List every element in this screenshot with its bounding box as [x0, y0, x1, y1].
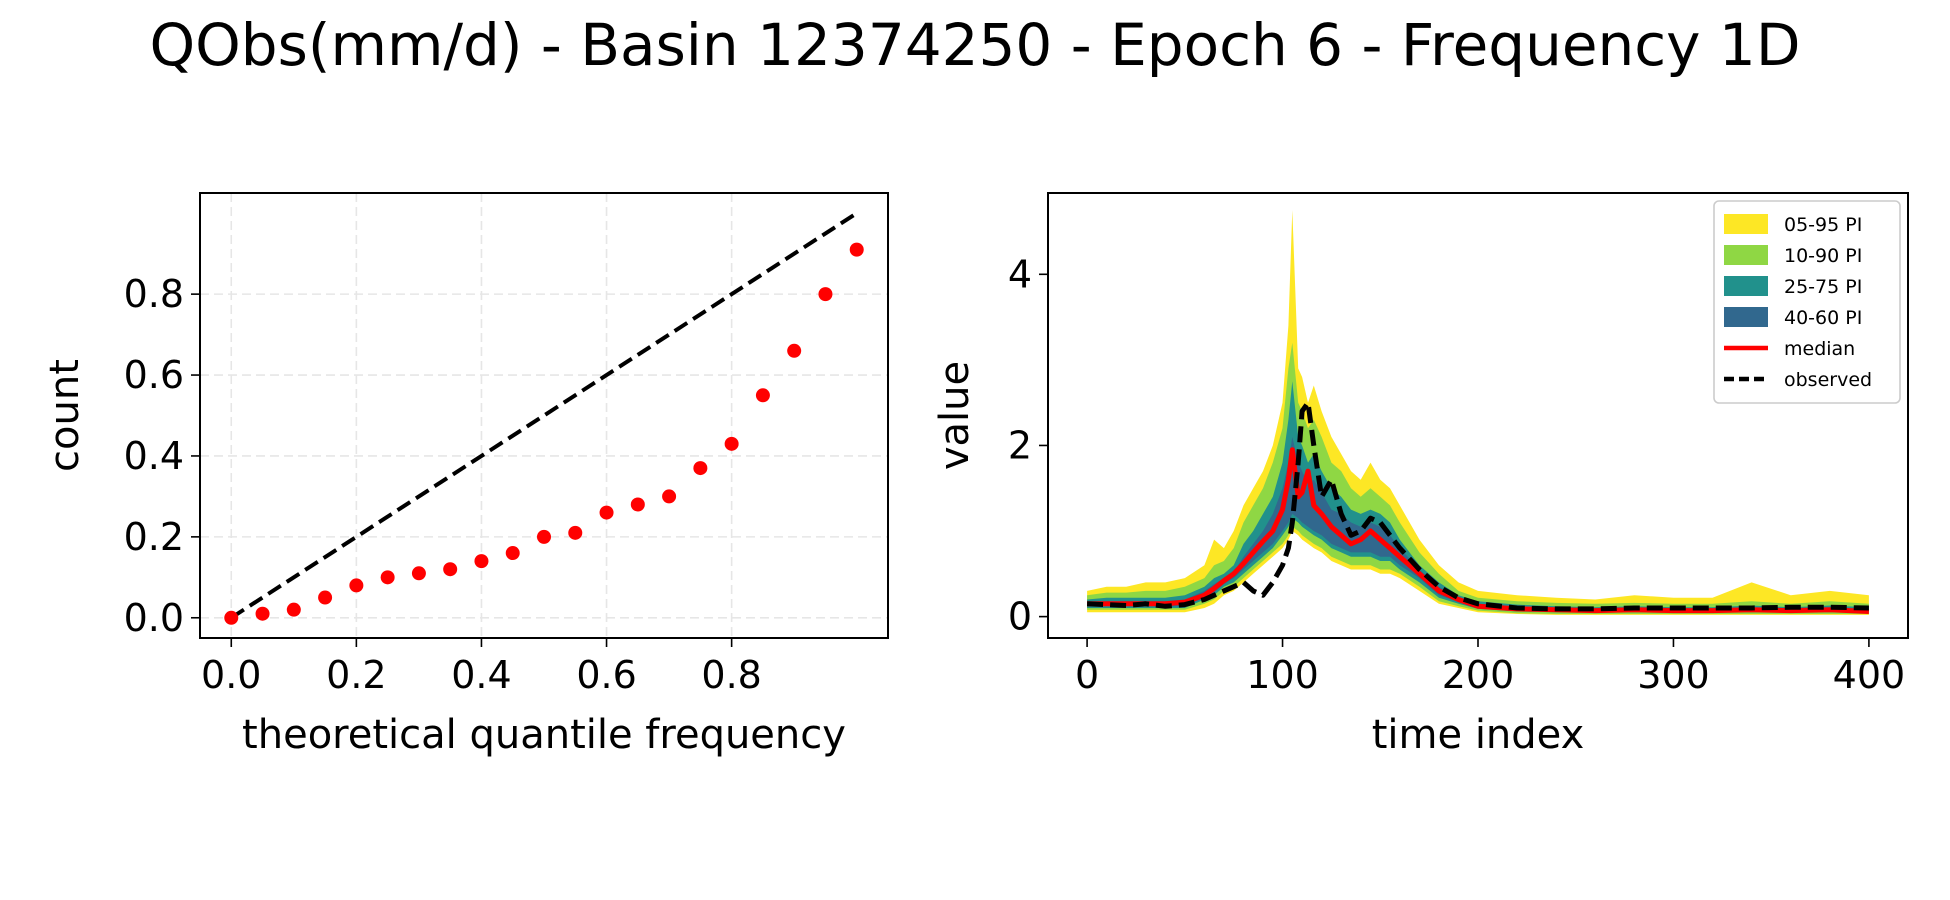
scatter-point — [505, 546, 520, 561]
legend-label: median — [1784, 338, 1855, 360]
y-tick-label: 0.0 — [124, 596, 184, 640]
x-tick-label: 0.0 — [201, 653, 261, 697]
scatter-point — [224, 610, 239, 625]
x-axis-label: theoretical quantile frequency — [242, 712, 846, 758]
scatter-point — [380, 570, 395, 585]
legend-swatch — [1724, 307, 1768, 327]
y-tick-label: 0.8 — [124, 272, 184, 316]
legend-label: 25-75 PI — [1784, 276, 1862, 298]
scatter-point — [474, 554, 489, 569]
legend-swatch — [1724, 245, 1768, 265]
scatter-point — [286, 602, 301, 617]
legend: 05-95 PI 10-90 PI 25-75 PI 40-60 PI median ob… — [1713, 200, 1901, 404]
scatter-point — [537, 529, 551, 544]
x-axis-label: time index — [1372, 712, 1585, 758]
scatter-point — [599, 505, 614, 520]
figure-title: QObs(mm/d) - Basin 12374250 - Epoch 6 - … — [149, 11, 1801, 79]
scatter-point — [755, 388, 770, 403]
interval-plot: 0 100 200 300 400 0 2 4 time index value 05-95 PI 1… — [932, 192, 1909, 758]
scatter-point — [630, 497, 645, 512]
series-layer — [1086, 210, 1870, 615]
x-tick-label: 0.8 — [701, 653, 761, 697]
gridlines — [200, 193, 888, 638]
scatter-point — [662, 489, 677, 504]
scatter-point — [568, 525, 583, 540]
y-tick-label: 0 — [1008, 595, 1032, 639]
scatter-point — [318, 590, 333, 605]
quantile-plot: 0.0 0.2 0.4 0.6 0.8 0.0 0.2 0.4 0.6 0.8 theoretica… — [42, 192, 889, 758]
y-tick-label: 4 — [1008, 252, 1032, 296]
scatter-point — [349, 578, 364, 593]
scatter-point — [255, 606, 270, 621]
x-tick-label: 0.4 — [451, 653, 511, 697]
x-tick-label: 400 — [1833, 653, 1906, 697]
x-tick-label: 300 — [1637, 653, 1710, 697]
scatter-point — [411, 566, 426, 581]
legend-swatch — [1724, 276, 1768, 296]
x-tick-label: 0.2 — [326, 653, 386, 697]
scatter-point — [787, 343, 802, 358]
x-tick-label: 200 — [1442, 653, 1515, 697]
y-axis-label: value — [932, 361, 978, 470]
scatter-point — [818, 287, 833, 302]
axes-frame — [199, 192, 889, 639]
scatter-point — [443, 562, 458, 577]
x-tick-label: 0 — [1075, 653, 1099, 697]
y-tick-label: 0.6 — [124, 353, 184, 397]
legend-label: 10-90 PI — [1784, 245, 1862, 267]
legend-label: 05-95 PI — [1784, 214, 1862, 236]
legend-label: 40-60 PI — [1784, 307, 1862, 329]
y-tick-label: 2 — [1008, 423, 1032, 467]
reference-line — [230, 211, 858, 620]
y-tick-label: 0.2 — [124, 515, 184, 559]
legend-label: observed — [1784, 369, 1872, 391]
scatter-point — [724, 436, 739, 451]
line-observed — [1086, 400, 1869, 612]
scatter-point — [849, 242, 864, 257]
x-tick-label: 100 — [1246, 653, 1319, 697]
x-tick-label: 0.6 — [576, 653, 636, 697]
scatter-point — [693, 461, 708, 476]
y-tick-label: 0.4 — [124, 434, 184, 478]
y-axis-label: count — [42, 359, 88, 472]
scatter-points — [224, 242, 864, 625]
legend-swatch — [1724, 214, 1768, 234]
